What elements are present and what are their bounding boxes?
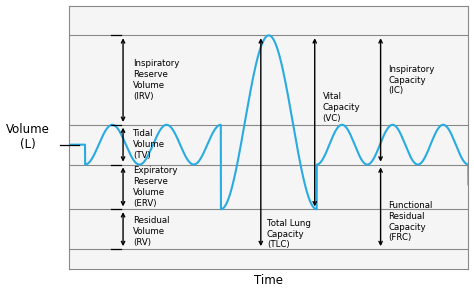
- Text: Residual
Volume
(RV): Residual Volume (RV): [133, 216, 170, 247]
- Text: Total Lung
Capacity
(TLC): Total Lung Capacity (TLC): [267, 219, 310, 249]
- Text: Expiratory
Reserve
Volume
(ERV): Expiratory Reserve Volume (ERV): [133, 166, 178, 207]
- X-axis label: Time: Time: [255, 275, 283, 287]
- Text: Inspiratory
Capacity
(IC): Inspiratory Capacity (IC): [389, 65, 435, 95]
- Text: Inspiratory
Reserve
Volume
(IRV): Inspiratory Reserve Volume (IRV): [133, 59, 180, 101]
- Text: Functional
Residual
Capacity
(FRC): Functional Residual Capacity (FRC): [389, 201, 433, 242]
- Y-axis label: Volume
(L): Volume (L): [6, 123, 49, 151]
- Text: Vital
Capacity
(VC): Vital Capacity (VC): [323, 92, 360, 123]
- Text: Tidal
Volume
(TV): Tidal Volume (TV): [133, 130, 165, 160]
